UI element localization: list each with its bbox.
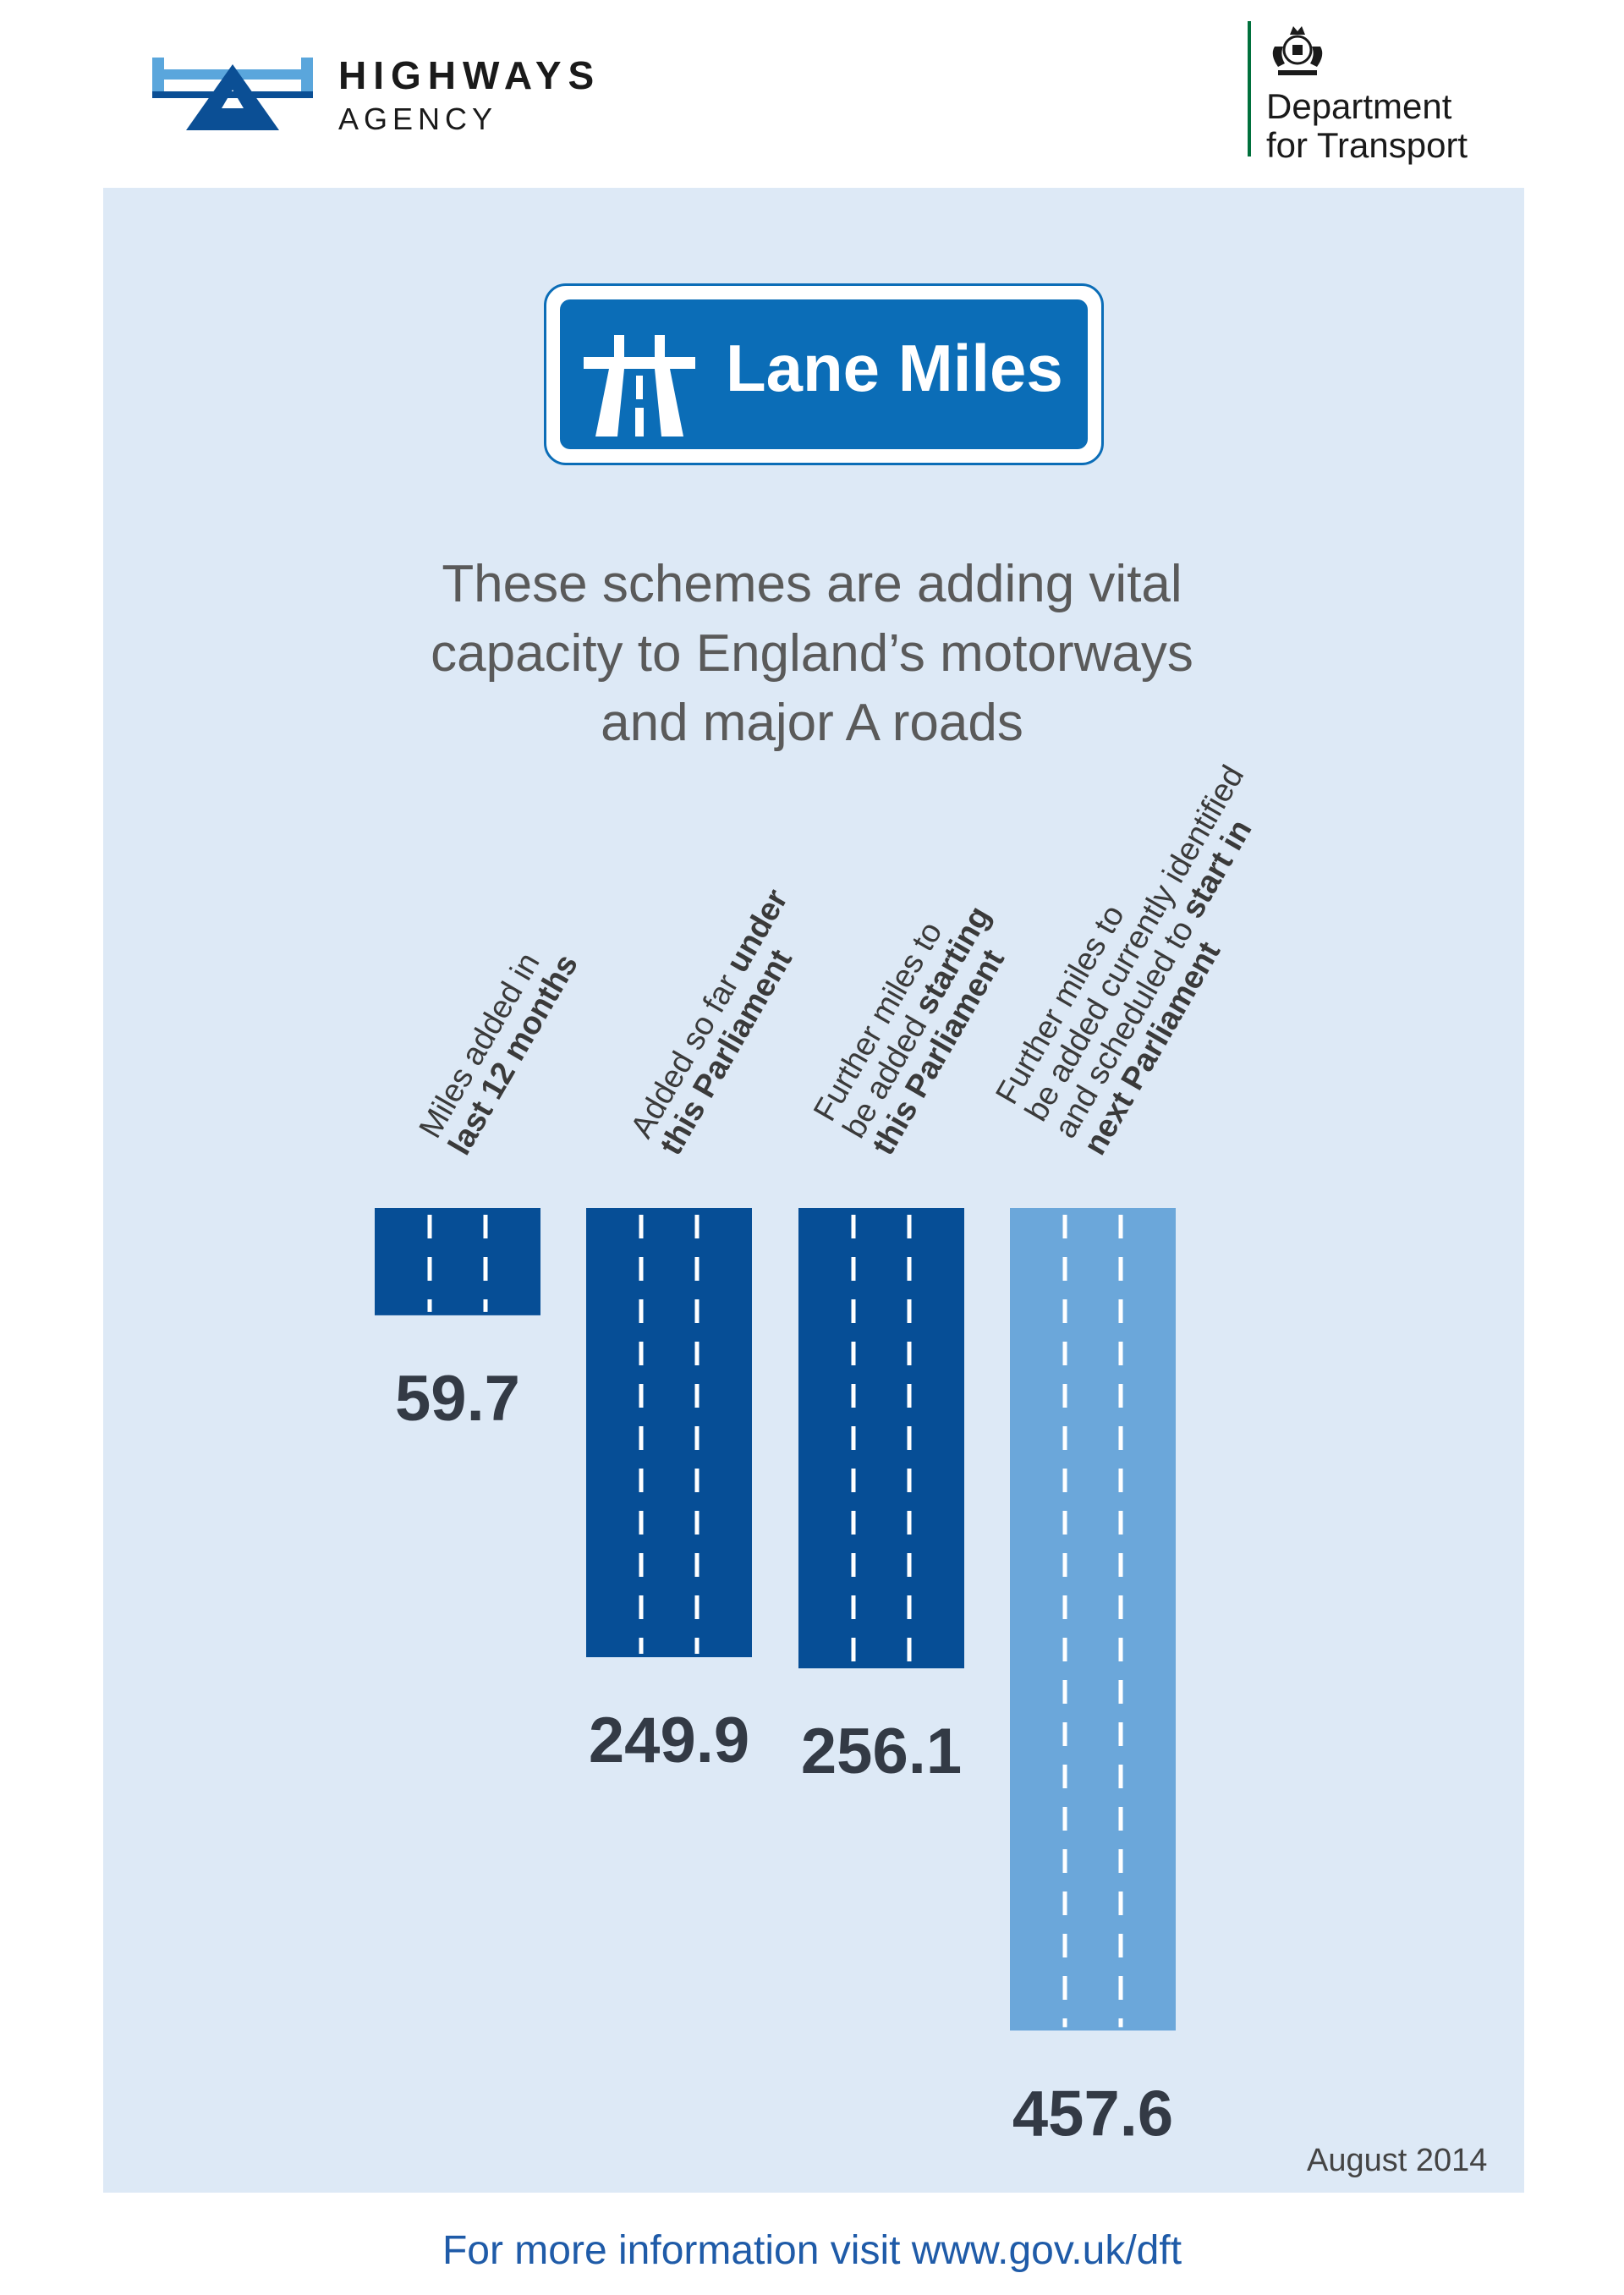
agency-subtitle: AGENCY [338, 102, 498, 136]
highways-agency-logo [152, 58, 313, 130]
dft-divider [1248, 21, 1251, 156]
footer-link[interactable]: For more information visit www.gov.uk/df… [442, 2228, 1182, 2273]
intro-line: These schemes are adding vital [442, 555, 1182, 613]
intro-line: and major A roads [601, 694, 1023, 752]
intro-text: These schemes are adding vital capacity … [321, 550, 1303, 758]
intro-line: capacity to England’s motorways [431, 624, 1193, 683]
royal-crest-icon [1272, 26, 1323, 75]
agency-name: HIGHWAYS [338, 53, 601, 97]
sign-title: Lane Miles [726, 331, 1063, 405]
motorway-icon [584, 335, 695, 436]
motorway-sign-face: Lane Miles [560, 299, 1088, 449]
motorway-sign: Lane Miles [544, 283, 1104, 465]
department-label-2: for Transport [1266, 125, 1468, 165]
infographic-panel [103, 188, 1524, 2193]
publication-date: August 2014 [1307, 2143, 1488, 2178]
department-label: Department [1266, 86, 1452, 126]
